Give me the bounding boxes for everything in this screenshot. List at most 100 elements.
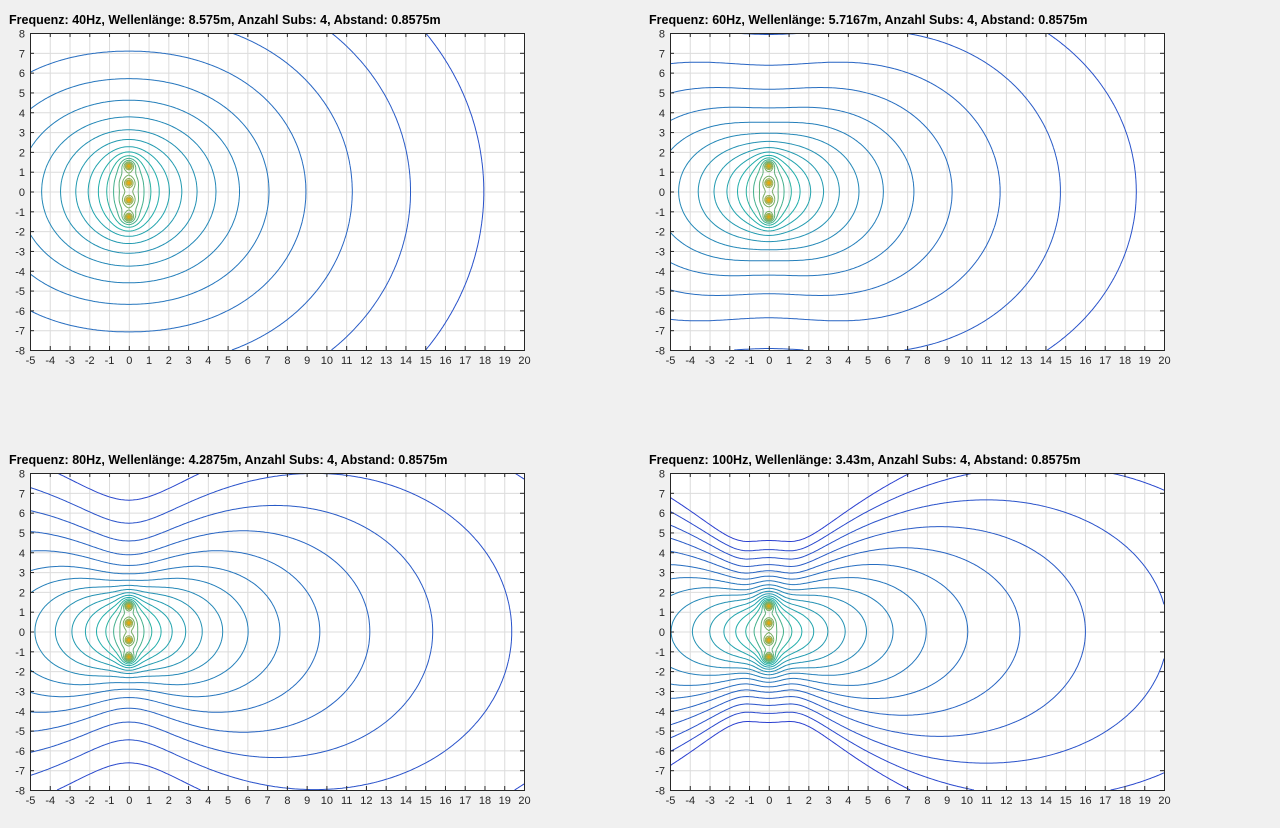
contour-line [723, 595, 815, 668]
x-tick-label: 18 [1119, 795, 1131, 807]
contour-line [126, 163, 132, 220]
contour-line [670, 587, 867, 676]
x-tick-label: 5 [865, 355, 871, 367]
x-tick-label: 6 [885, 795, 891, 807]
x-tick-label: 11 [341, 355, 352, 367]
y-tick-label: 7 [19, 488, 25, 500]
x-tick-label: -4 [685, 795, 695, 807]
contour-line [119, 601, 139, 662]
y-tick-label: -5 [655, 286, 665, 298]
contour-line [231, 33, 353, 350]
x-tick-label: 13 [1020, 795, 1032, 807]
y-tick-label: 5 [659, 88, 665, 100]
contour-line [121, 161, 136, 222]
contour-line [758, 160, 779, 223]
x-tick-label: 20 [1158, 355, 1170, 367]
y-tick-label: 7 [19, 48, 25, 60]
x-tick-label: -1 [105, 355, 115, 367]
y-tick-label: 8 [659, 469, 665, 481]
y-tick-label: 6 [659, 508, 665, 520]
x-tick-label: 16 [1079, 355, 1091, 367]
y-tick-label: -4 [15, 266, 25, 278]
contour-line [30, 565, 281, 698]
contour-line [678, 132, 860, 251]
x-tick-label: -3 [65, 795, 75, 807]
y-tick-label: 1 [659, 607, 665, 619]
x-tick-label: 9 [304, 355, 310, 367]
y-tick-label: -5 [15, 286, 25, 298]
x-tick-label: 12 [360, 355, 372, 367]
x-tick-label: 8 [924, 355, 930, 367]
y-tick-label: -6 [655, 306, 665, 318]
x-tick-label: 18 [1119, 355, 1131, 367]
y-tick-label: -7 [15, 766, 25, 778]
x-tick-label: 4 [845, 795, 851, 807]
contour-line [54, 589, 203, 674]
y-tick-label: -2 [15, 667, 25, 679]
contour-line [122, 601, 135, 662]
x-tick-label: 2 [806, 795, 812, 807]
contour-line [766, 603, 772, 660]
y-tick-label: -8 [15, 786, 25, 798]
y-tick-label: 4 [659, 108, 665, 120]
x-tick-label: 19 [499, 355, 511, 367]
x-tick-label: 18 [479, 795, 491, 807]
x-tick-label: 6 [245, 795, 251, 807]
x-tick-label: 0 [126, 795, 132, 807]
contour-line [124, 602, 134, 661]
y-tick-label: 3 [659, 568, 665, 580]
x-tick-label: -3 [65, 355, 75, 367]
y-tick-label: -4 [15, 706, 25, 718]
chart-svg: Frequenz: 40Hz, Wellenlänge: 8.575m, Anz… [9, 13, 531, 367]
x-tick-label: 17 [1099, 795, 1111, 807]
y-tick-label: 1 [659, 167, 665, 179]
contour-line [765, 163, 773, 220]
x-tick-label: 7 [265, 355, 271, 367]
y-tick-label: -7 [655, 766, 665, 778]
contour-line [670, 473, 1164, 790]
x-tick-label: 8 [284, 355, 290, 367]
y-tick-label: 1 [19, 607, 25, 619]
x-tick-label: 15 [1060, 355, 1072, 367]
x-tick-label: 2 [166, 355, 172, 367]
x-tick-label: 3 [186, 355, 192, 367]
contour-line [762, 161, 776, 222]
x-tick-label: 5 [225, 795, 231, 807]
x-tick-label: 13 [1020, 355, 1032, 367]
contour-line [670, 584, 894, 679]
x-tick-label: 20 [518, 355, 530, 367]
x-tick-label: 3 [826, 355, 832, 367]
chart-title: Frequenz: 80Hz, Wellenlänge: 4.2875m, An… [9, 453, 448, 467]
contour-line [670, 547, 1021, 716]
chart-svg: Frequenz: 60Hz, Wellenlänge: 5.7167m, An… [649, 13, 1171, 367]
x-tick-label: 11 [981, 355, 992, 367]
contour-line [709, 593, 829, 670]
contour-line [30, 577, 249, 686]
y-tick-label: -7 [15, 326, 25, 338]
x-tick-label: -5 [26, 795, 36, 807]
x-tick-label: 0 [766, 795, 772, 807]
contour-line [670, 473, 911, 790]
contour-line [765, 603, 773, 660]
contour-line [670, 61, 1001, 322]
x-tick-label: 18 [479, 355, 491, 367]
x-tick-label: -4 [685, 355, 695, 367]
y-tick-label: -2 [15, 227, 25, 239]
y-tick-label: 2 [19, 147, 25, 159]
x-tick-label: 2 [166, 795, 172, 807]
x-tick-label: 12 [360, 795, 372, 807]
x-tick-label: 7 [905, 355, 911, 367]
x-tick-label: 11 [341, 795, 352, 807]
y-tick-label: 4 [659, 548, 665, 560]
contour-line [125, 603, 133, 660]
contour-line [56, 473, 524, 790]
x-tick-label: 8 [924, 795, 930, 807]
x-tick-label: 6 [885, 355, 891, 367]
contour-line [30, 473, 513, 790]
x-tick-label: 10 [321, 795, 333, 807]
x-tick-label: 20 [518, 795, 530, 807]
x-tick-label: -1 [745, 355, 755, 367]
contour-line [763, 601, 775, 662]
x-tick-label: 14 [1040, 355, 1052, 367]
x-tick-label: 4 [845, 355, 851, 367]
